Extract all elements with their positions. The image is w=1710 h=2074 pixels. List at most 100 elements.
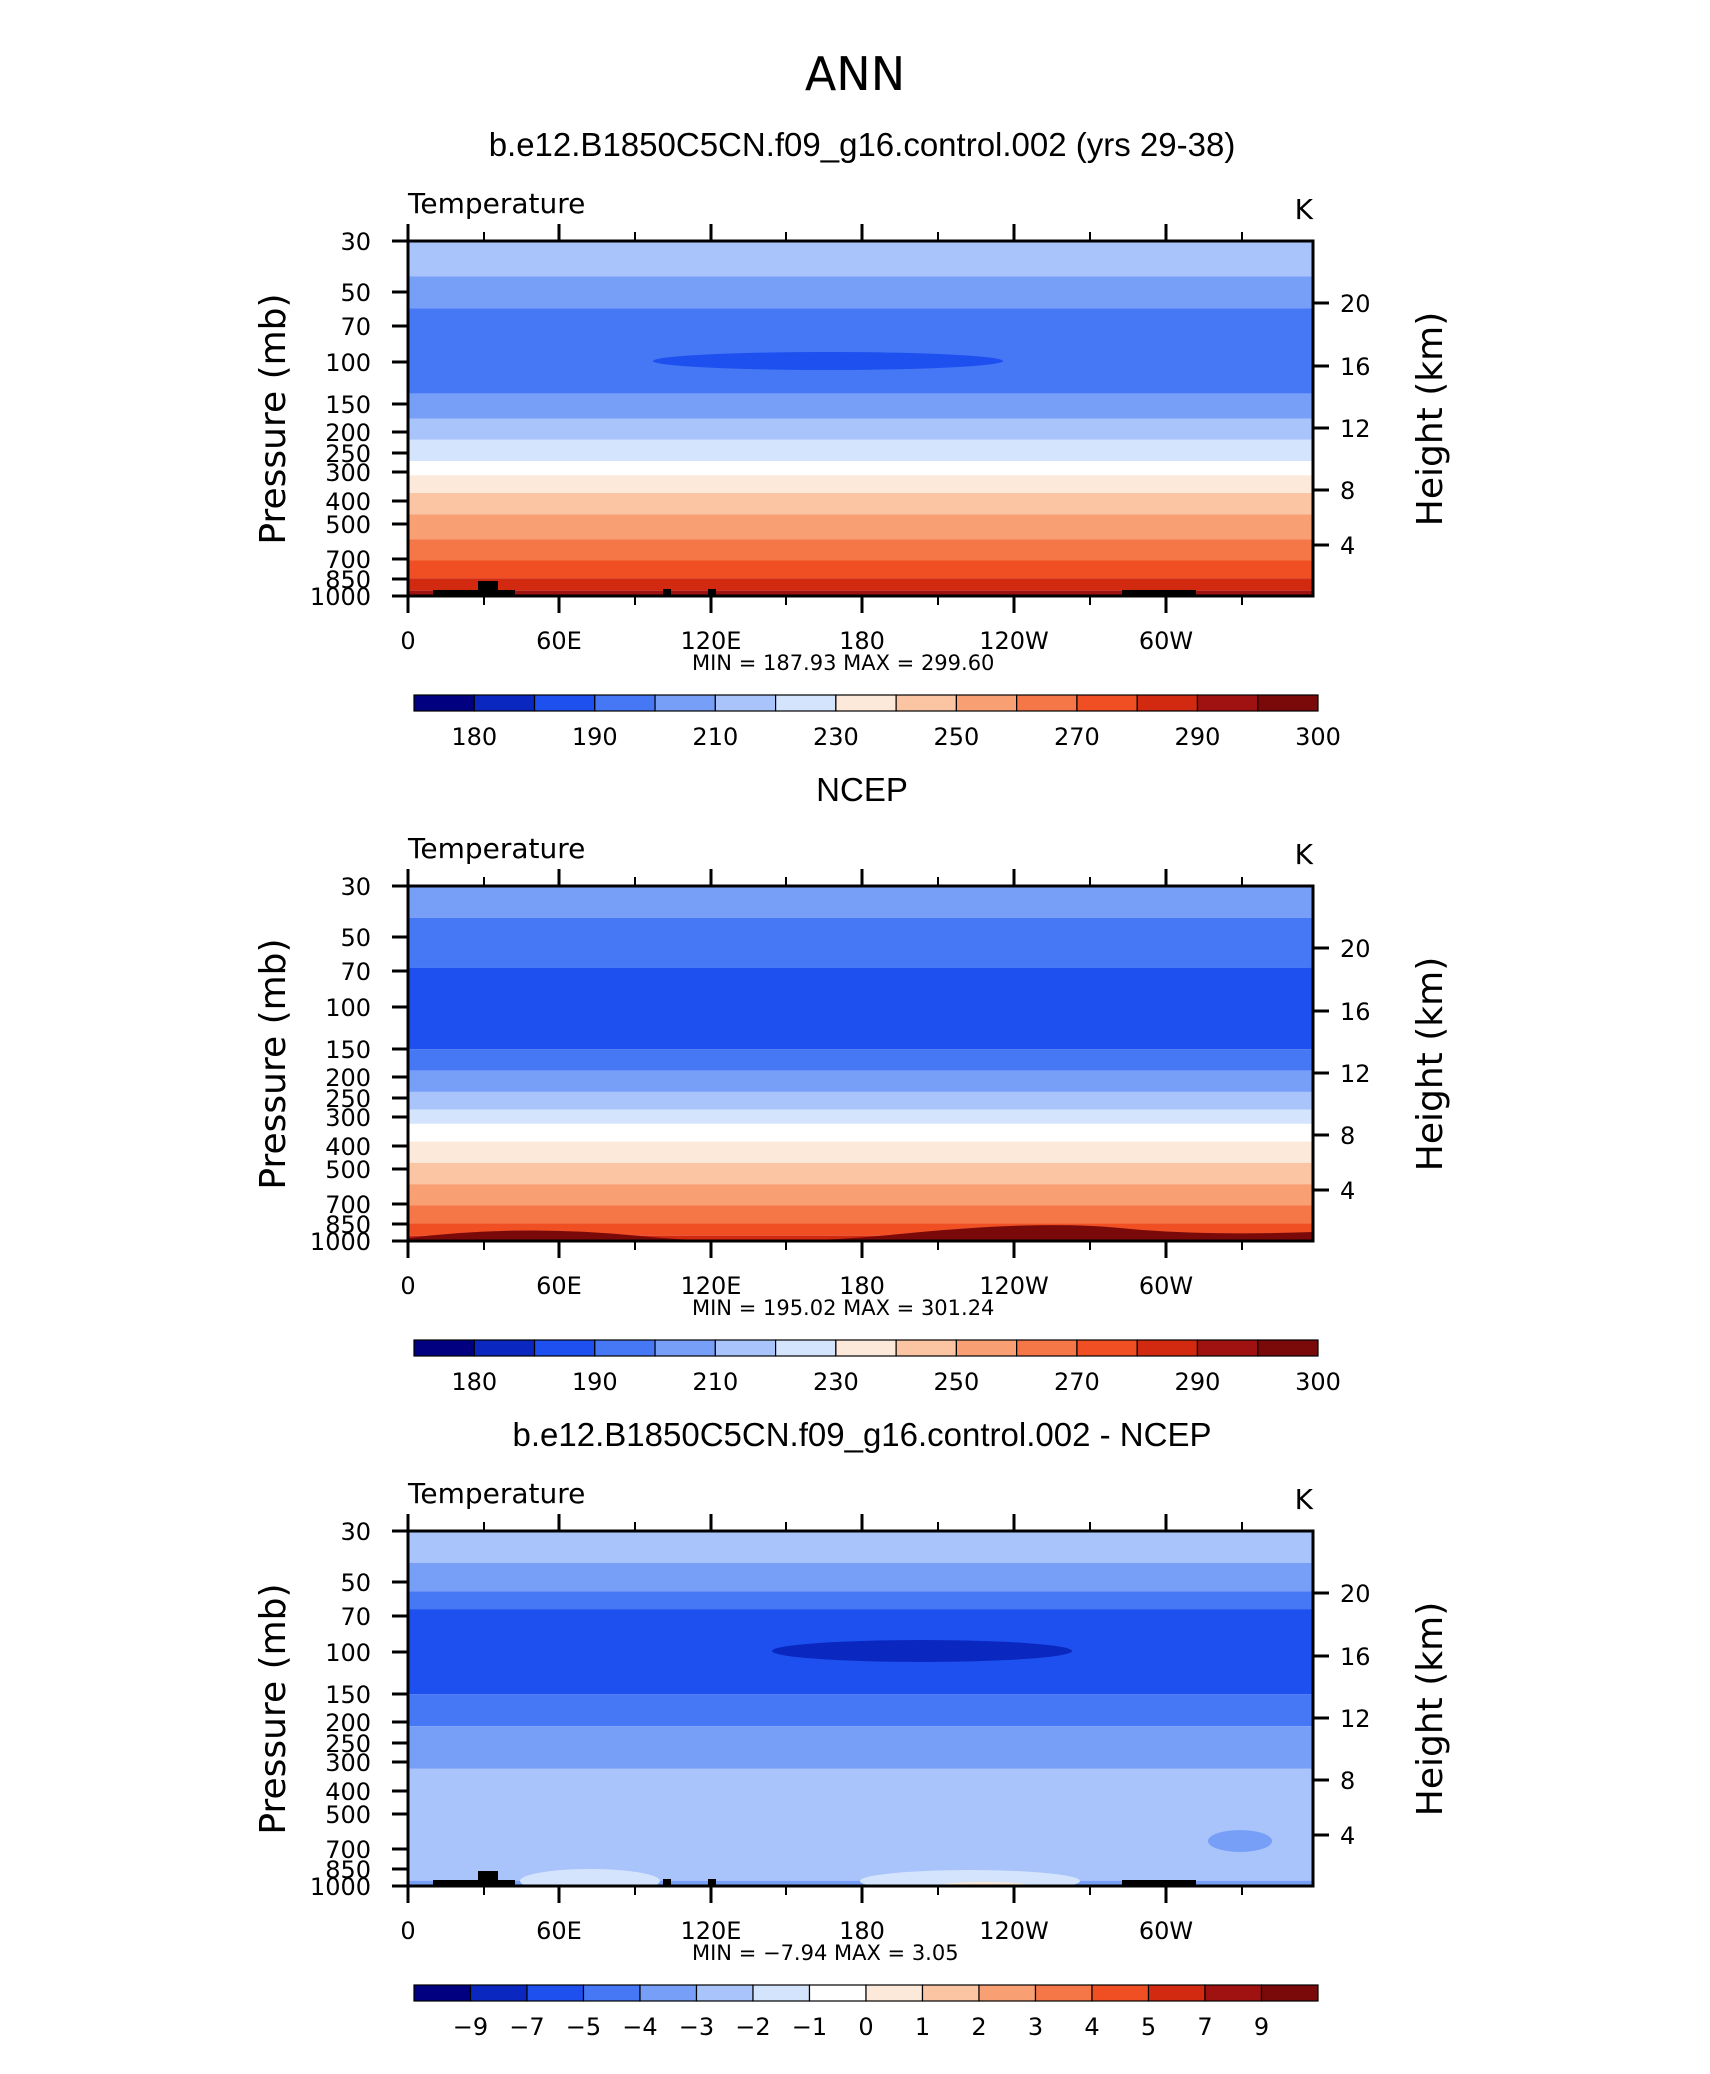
contour-band xyxy=(408,560,1313,579)
colorbar-label: 0 xyxy=(858,2013,873,2041)
colorbar-box xyxy=(1204,1984,1263,2002)
x-tick-label: 0 xyxy=(400,1917,415,1945)
colorbar-box xyxy=(533,694,596,712)
y-tick-label: 300 xyxy=(325,459,371,487)
x-tick-label: 60W xyxy=(1139,1272,1193,1300)
contour-band xyxy=(653,352,1003,370)
x-tick-label: 0 xyxy=(400,627,415,655)
y-tick-label: 150 xyxy=(325,1681,371,1709)
y-tick-label: 1000 xyxy=(310,583,371,611)
y-tick-label: 100 xyxy=(325,349,371,377)
y-tick-label: 150 xyxy=(325,391,371,419)
contour-band xyxy=(408,514,1313,540)
colorbar-box xyxy=(413,1339,475,1357)
colorbar-box xyxy=(774,694,837,712)
colorbar-label: 190 xyxy=(572,1368,618,1396)
y-tick-label: 30 xyxy=(340,1518,371,1546)
variable-label: Temperature xyxy=(407,832,585,865)
y-tick-label: 1000 xyxy=(310,1228,371,1256)
colorbar-label: −1 xyxy=(792,2013,827,2041)
y-tick-label: 50 xyxy=(340,1569,371,1597)
y-tick-label: 700 xyxy=(325,1191,371,1219)
x-tick-label: 60W xyxy=(1139,627,1193,655)
contour-band xyxy=(408,1768,1313,1881)
contour-band xyxy=(408,539,1313,561)
colorbar-box xyxy=(594,1339,656,1357)
topography-mask xyxy=(498,1880,515,1886)
colorbar-label: 270 xyxy=(1054,723,1100,751)
y-tick-label: 200 xyxy=(325,1064,371,1092)
colorbar-label: 250 xyxy=(933,723,979,751)
x-tick-label: 180 xyxy=(839,1917,885,1945)
colorbar-box xyxy=(1136,1339,1199,1357)
y-right-tick-label: 16 xyxy=(1340,353,1371,381)
contour-band xyxy=(408,1880,1313,1886)
colorbar-label: −5 xyxy=(566,2013,601,2041)
units-label: K xyxy=(1295,193,1314,226)
figure-title: ANN xyxy=(805,47,905,101)
topography-mask xyxy=(1122,1880,1196,1886)
y-axis-title: Pressure (mb) xyxy=(253,293,294,544)
colorbar-label: −2 xyxy=(735,2013,770,2041)
colorbar-box xyxy=(978,1984,1037,2002)
y-right-tick-label: 20 xyxy=(1340,290,1371,318)
contour-band xyxy=(408,241,1313,277)
colorbar-box xyxy=(473,1339,536,1357)
y-tick-label: 50 xyxy=(340,279,371,307)
colorbar-box xyxy=(413,1984,472,2002)
colorbar-box xyxy=(413,694,475,712)
x-tick-label: 120W xyxy=(979,1917,1049,1945)
x-tick-label: 60E xyxy=(536,1272,582,1300)
colorbar-box xyxy=(654,694,716,712)
contour-band xyxy=(1208,1830,1272,1852)
field xyxy=(408,1531,1313,1886)
field xyxy=(408,241,1313,596)
colorbar-label: 250 xyxy=(933,1368,979,1396)
panel-3: b.e12.B1850C5CN.f09_g16.control.002 - NC… xyxy=(253,1416,1451,2041)
y-right-tick-label: 4 xyxy=(1340,532,1355,560)
colorbar-label: −4 xyxy=(622,2013,657,2041)
contour-band xyxy=(408,1205,1313,1224)
contour-band xyxy=(408,590,1313,596)
variable-label: Temperature xyxy=(407,1477,585,1510)
panel-title: b.e12.B1850C5CN.f09_g16.control.002 - NC… xyxy=(513,1416,1212,1453)
colorbar-box xyxy=(1034,1984,1093,2002)
colorbar-label: 290 xyxy=(1175,723,1221,751)
y-right-tick-label: 12 xyxy=(1340,1060,1371,1088)
panel-title: NCEP xyxy=(816,771,908,808)
colorbar-box xyxy=(526,1984,585,2002)
colorbar-label: 9 xyxy=(1254,2013,1269,2041)
colorbar-label: −9 xyxy=(453,2013,488,2041)
contour-band xyxy=(408,276,1313,309)
topography-mask xyxy=(433,590,490,596)
colorbar-box xyxy=(582,1984,641,2002)
y-right-tick-label: 12 xyxy=(1340,415,1371,443)
colorbar-label: 300 xyxy=(1295,1368,1341,1396)
topography-mask xyxy=(478,1871,498,1886)
topography-mask xyxy=(478,581,498,596)
contour-band xyxy=(408,1694,1313,1727)
y-right-tick-label: 16 xyxy=(1340,998,1371,1026)
colorbar-label: 4 xyxy=(1084,2013,1099,2041)
colorbar-box xyxy=(1016,1339,1078,1357)
colorbar-box xyxy=(752,1984,811,2002)
y-tick-label: 400 xyxy=(325,488,371,516)
contour-band xyxy=(408,1162,1313,1185)
colorbar-label: 5 xyxy=(1141,2013,1156,2041)
x-tick-label: 120W xyxy=(979,627,1049,655)
x-tick-label: 60E xyxy=(536,1917,582,1945)
colorbar-box xyxy=(835,694,897,712)
units-label: K xyxy=(1295,838,1314,871)
contour-band xyxy=(408,1141,1313,1163)
colorbar-box xyxy=(895,694,958,712)
y-right-tick-label: 8 xyxy=(1340,1767,1355,1795)
contour-band xyxy=(408,418,1313,440)
colorbar-label: 230 xyxy=(813,723,859,751)
colorbar-box xyxy=(714,1339,777,1357)
contour-band xyxy=(408,393,1313,419)
contour-band xyxy=(408,1184,1313,1206)
colorbar-box xyxy=(1016,694,1078,712)
x-tick-label: 120E xyxy=(681,627,742,655)
y-right-axis-title: Height (km) xyxy=(1410,1602,1451,1816)
